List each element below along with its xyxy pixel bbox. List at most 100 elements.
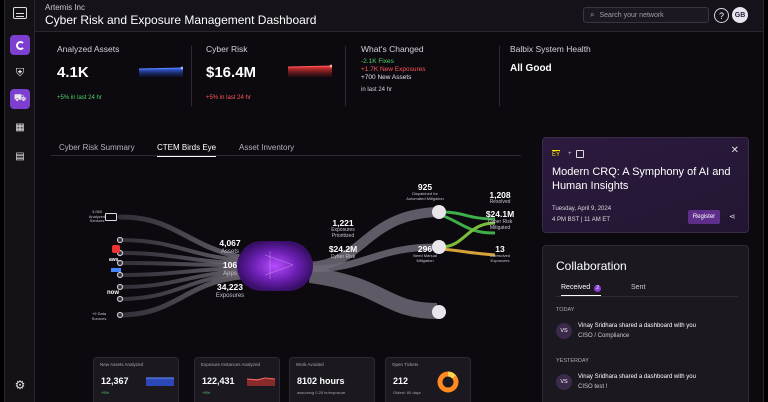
ctem-flow-diagram: [116, 205, 496, 319]
card-work-avoided[interactable]: Work Avoided 8102 hours assuming 0.25 hr…: [289, 357, 375, 402]
prioritized-count: 1,221: [332, 218, 354, 228]
group-label-today: TODAY: [556, 307, 575, 313]
apps-grid-icon[interactable]: ▦: [15, 121, 25, 133]
cyber-risk-flow-value: $24.2M: [328, 244, 358, 254]
kpi-divider: [499, 46, 500, 106]
list-item[interactable]: VS Vinay Sridhara shared a dashboard wit…: [556, 372, 741, 396]
changes-period: in last 24 hr: [361, 87, 393, 93]
tab-received[interactable]: Received 2: [561, 284, 602, 296]
register-button[interactable]: Register: [688, 210, 720, 224]
list-item[interactable]: VS Vinay Sridhara shared a dashboard wit…: [556, 321, 741, 345]
card-open-tickets[interactable]: Open Tickets 212 Oldest: 80 days: [385, 357, 471, 402]
kpi-whats-changed: What's Changed -2.1K Fixes +1.7K New Exp…: [361, 44, 426, 93]
health-status: All Good: [510, 63, 552, 74]
collab-tab-underline: [555, 296, 738, 297]
card-label: Work Avoided: [296, 362, 324, 367]
tab-ctem-birds-eye[interactable]: CTEM Birds Eye: [157, 143, 217, 157]
plus-sign: +: [568, 151, 572, 157]
page-title: Cyber Risk and Exposure Management Dashb…: [45, 13, 317, 27]
card-new-assets[interactable]: New Assets Analyzed 12,367 +5%: [93, 357, 179, 402]
source-node-markers: [116, 236, 124, 319]
card-sparkline: [247, 377, 275, 386]
card-exposure-instances[interactable]: Exposure Instances Analyzed 122,431 +5%: [194, 357, 280, 402]
card-value: 8102 hours: [297, 376, 345, 386]
card-value: 122,431: [202, 376, 235, 386]
prioritized-label: Exposures Prioritized: [331, 227, 355, 239]
tab-sent[interactable]: Sent: [631, 284, 646, 291]
card-value: 212: [393, 376, 409, 386]
share-icon[interactable]: ⋖: [729, 212, 736, 221]
dispatched-label: Dispatched for Automated Mitigation: [406, 191, 444, 201]
card-value: 12,367: [101, 376, 129, 386]
search-icon: ⌕: [590, 10, 595, 19]
card-label: New Assets Analyzed: [100, 362, 144, 367]
collaboration-panel: Collaboration Received 2 Sent TODAY VS V…: [542, 245, 749, 402]
output-streams: [308, 207, 438, 319]
deprioritized-node: [432, 305, 446, 319]
manual-node: [432, 240, 446, 254]
kpi-divider: [191, 46, 192, 106]
unresolved-label: Unresolved Exposures: [489, 253, 511, 263]
card-sub: Oldest: 80 days: [393, 390, 421, 395]
table-icon[interactable]: ▤: [15, 150, 25, 162]
kpi-cyber-risk: Cyber Risk $16.4M +5% in last 24 hr: [206, 44, 256, 101]
vehicle-icon[interactable]: ⛟: [10, 89, 30, 109]
kpi-analyzed-assets: Analyzed Assets 4.1K +5% in last 24 hr: [57, 44, 119, 101]
apps-count: 106: [222, 260, 238, 270]
card-label: Open Tickets: [392, 362, 419, 367]
help-icon[interactable]: ?: [714, 8, 729, 23]
risk-mitigated-value: $24.1M: [485, 209, 515, 219]
tab-cyber-risk-summary[interactable]: Cyber Risk Summary: [59, 143, 135, 152]
exposures-label: Exposures: [215, 293, 245, 299]
search-placeholder: Search your network: [599, 11, 664, 19]
search-input[interactable]: ⌕ Search your network: [583, 7, 709, 23]
promo-title: Modern CRQ: A Symphony of AI and Human I…: [552, 166, 731, 193]
dispatched-count: 925: [417, 182, 433, 192]
kpi-value: $16.4M: [206, 64, 257, 81]
manual-label: Need Manual Mitigation: [413, 253, 437, 263]
tab-asset-inventory[interactable]: Asset Inventory: [239, 143, 295, 152]
mitigation-streams: [440, 210, 496, 257]
user-avatar[interactable]: GB: [732, 7, 748, 23]
shield-icon[interactable]: ⛨: [15, 66, 25, 79]
tab-received-label: Received: [561, 284, 591, 291]
kpi-label: Analyzed Assets: [57, 44, 120, 54]
assets-label: Assets: [220, 249, 239, 255]
share-message: Vinay Sridhara shared a dashboard with y…: [578, 323, 696, 329]
risk-sparkline: [288, 64, 332, 77]
fixes-count: -2.1K Fixes: [361, 58, 394, 65]
promo-date: Tuesday, April 9, 2024: [552, 206, 612, 212]
more-sources-label: +9 Data Sources: [91, 311, 107, 321]
assets-sparkline: [139, 66, 183, 77]
org-name: Artemis Inc: [45, 3, 86, 12]
kpi-trend: +5% in last 24 hr: [206, 95, 251, 101]
kpi-system-health: Balbix System Health All Good: [510, 44, 591, 74]
risk-overview-icon[interactable]: [10, 35, 30, 55]
settings-gear-icon[interactable]: ⚙: [14, 378, 26, 392]
partner-logo-icon: [576, 150, 584, 158]
exposures-count: 34,223: [217, 282, 243, 292]
app-menu-icon[interactable]: [13, 7, 27, 19]
top-bar: Artemis Inc Cyber Risk and Exposure Mana…: [35, 0, 763, 32]
dispatched-node: [432, 205, 446, 219]
card-sparkline: [146, 377, 174, 386]
side-rail: ⛨ ⛟ ▦ ▤ ⚙: [5, 0, 35, 402]
avatar: VS: [556, 374, 572, 390]
source-logo-icon: [111, 268, 121, 272]
event-promo-card[interactable]: EY + ✕ Modern CRQ: A Symphony of AI and …: [542, 137, 749, 233]
assets-count: 4,067: [219, 238, 241, 248]
card-label: Exposure Instances Analyzed: [201, 362, 261, 367]
app-window: ⛨ ⛟ ▦ ▤ ⚙ Artemis Inc Cyber Risk and Exp…: [4, 0, 764, 402]
manual-count: 296: [417, 244, 433, 254]
sensor-laptop-icon: [105, 213, 117, 221]
core-lines: [264, 251, 294, 279]
apps-label: Apps: [223, 271, 237, 277]
risk-mitigated-label: Cyber Risk Mitigated: [487, 219, 513, 231]
tickets-donut-chart: [437, 371, 459, 393]
cyber-risk-flow-label: Cyber Risk: [330, 254, 356, 260]
share-message: Vinay Sridhara shared a dashboard with y…: [578, 374, 696, 380]
group-label-yesterday: YESTERDAY: [556, 358, 589, 364]
card-sub: +5%: [101, 390, 110, 395]
kpi-divider: [345, 46, 346, 106]
close-icon[interactable]: ✕: [730, 145, 739, 156]
